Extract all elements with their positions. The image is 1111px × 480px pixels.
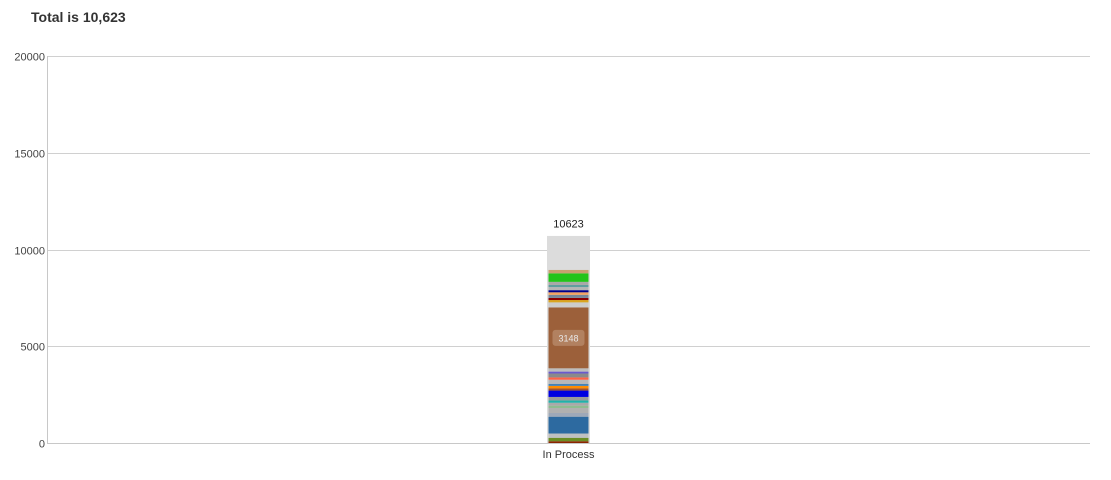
bar-segment[interactable] [548, 287, 589, 291]
bar-segment[interactable] [548, 292, 589, 295]
bar-segment[interactable] [548, 284, 589, 288]
bar-segment[interactable] [548, 385, 589, 389]
bar-total-label: 10623 [553, 218, 584, 230]
y-axis: 0 5000 10000 15000 20000 [14, 52, 48, 451]
x-axis: In Process [47, 443, 1090, 461]
bar-segment[interactable] [548, 413, 589, 417]
bar-segment[interactable] [548, 402, 589, 406]
bar-series: 3148 10623 [547, 218, 590, 443]
bar-segment[interactable] [548, 416, 589, 434]
bar-segment[interactable] [548, 302, 589, 308]
segment-value-label: 3148 [558, 333, 578, 343]
chart-title: Total is 10,623 [31, 9, 126, 25]
bar-segment[interactable] [548, 433, 589, 438]
bar-segment[interactable] [548, 400, 589, 403]
y-tick-label: 5000 [21, 342, 45, 354]
y-tick-label: 0 [39, 439, 45, 451]
bar-segment[interactable] [548, 437, 589, 442]
bar-segment[interactable] [548, 441, 589, 443]
bar-segment[interactable] [548, 368, 589, 372]
bar-segment[interactable] [548, 373, 589, 378]
bar-segment[interactable] [548, 294, 589, 298]
bar-segment[interactable] [548, 388, 589, 391]
bar-segment[interactable] [548, 281, 589, 285]
bar-segment[interactable] [548, 379, 589, 384]
bar-segment[interactable] [548, 390, 589, 397]
bar-segment[interactable] [548, 269, 589, 274]
x-category-label: In Process [543, 449, 595, 461]
bar-segment[interactable] [548, 273, 589, 282]
y-tick-label: 10000 [14, 246, 45, 258]
bar-segment[interactable] [548, 383, 589, 386]
segment-label-box [552, 329, 585, 346]
bar-segment[interactable] [548, 396, 589, 401]
y-tick-label: 20000 [14, 52, 45, 64]
bar-segment[interactable] [548, 405, 589, 408]
y-tick-label: 15000 [14, 149, 45, 161]
bar-segment[interactable] [548, 300, 589, 303]
bar-segment[interactable] [548, 407, 589, 414]
bar-segment[interactable] [548, 297, 589, 301]
bar-segment[interactable] [548, 371, 589, 374]
bar-segment[interactable] [548, 290, 589, 293]
bar-segment[interactable] [548, 377, 589, 380]
